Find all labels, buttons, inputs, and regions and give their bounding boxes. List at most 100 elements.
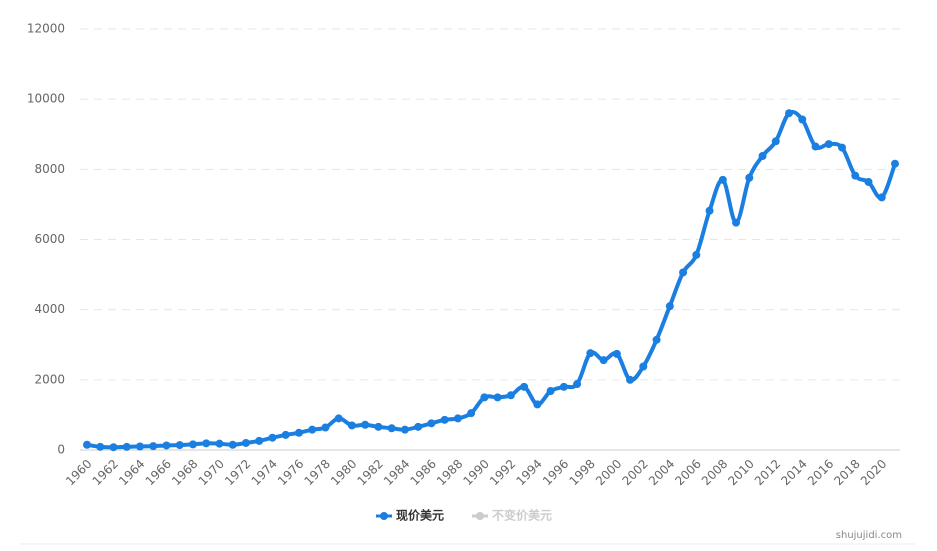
x-tick-label: 1988 [434,457,465,488]
x-tick-label: 1984 [381,457,412,488]
data-point [785,109,794,118]
x-tick-label: 1972 [222,457,253,488]
data-point [374,422,383,431]
data-point [321,423,330,432]
data-point [639,362,648,371]
data-point [692,250,701,259]
x-tick-label: 2006 [672,457,703,488]
x-tick-label: 2010 [725,457,756,488]
data-point [83,440,91,449]
x-tick-label: 1966 [143,457,174,488]
data-point [586,349,595,358]
x-tick-label: 1996 [540,457,571,488]
data-point [228,440,237,449]
data-point [559,382,568,391]
data-point [824,140,833,149]
data-point [241,438,250,447]
data-point [188,440,197,449]
x-tick-label: 2018 [831,457,862,488]
data-point [546,387,555,396]
legend-marker [380,512,388,520]
data-point [732,218,741,227]
legend-marker [476,512,484,520]
data-point [414,422,423,431]
y-tick-label: 10000 [27,92,65,106]
data-point [96,442,105,451]
data-point [506,391,515,400]
data-point [612,349,621,358]
data-point [877,193,886,202]
x-tick-label: 1990 [460,457,491,488]
data-point [864,177,873,186]
legend-item[interactable]: 现价美元 [376,508,444,523]
x-tick-label: 1992 [487,457,518,488]
data-point [718,175,727,184]
data-point [798,115,807,124]
x-tick-label: 2012 [752,457,783,488]
x-tick-label: 1968 [169,457,200,488]
data-point [122,442,131,451]
data-point [520,382,529,391]
x-tick-label: 1982 [355,457,386,488]
data-point [215,439,224,448]
x-tick-label: 2014 [778,457,809,488]
data-point [467,409,476,418]
data-point [758,152,767,161]
data-point [149,442,158,451]
data-point [361,420,370,429]
y-tick-label: 8000 [34,162,65,176]
data-point [480,393,489,402]
data-point [679,268,688,277]
legend-item[interactable]: 不变价美元 [472,508,552,523]
x-tick-label: 1974 [249,457,280,488]
data-point [281,430,290,439]
x-tick-label: 1970 [196,457,227,488]
data-point [294,428,303,437]
x-tick-label: 2020 [858,457,889,488]
data-point [440,415,449,424]
x-tick-label: 1964 [116,457,147,488]
y-tick-label: 6000 [34,232,65,246]
data-point [573,380,582,389]
data-point [838,143,847,152]
data-point [771,137,780,146]
data-point [387,424,396,433]
data-point [135,442,144,451]
x-tick-label: 2004 [646,457,677,488]
x-tick-label: 2008 [699,457,730,488]
x-tick-label: 2000 [593,457,624,488]
x-tick-label: 2002 [619,457,650,488]
x-tick-label: 1986 [407,457,438,488]
x-tick-label: 2016 [805,457,836,488]
data-point [453,414,462,423]
x-tick-label: 1962 [90,457,121,488]
data-point [175,441,184,450]
x-tick-label: 1976 [275,457,306,488]
data-point [626,375,635,384]
data-point [347,421,356,430]
data-point [268,433,277,442]
x-tick-label: 1994 [513,457,544,488]
data-point [851,171,860,180]
x-tick-label: 1980 [328,457,359,488]
data-point [255,436,264,445]
data-point [811,142,820,151]
data-point [202,439,211,448]
data-point [109,443,118,452]
legend-label: 现价美元 [396,508,444,523]
data-point [334,414,343,423]
data-point [705,206,714,215]
data-point [400,425,409,434]
data-point [533,400,542,409]
x-tick-label: 1998 [566,457,597,488]
data-point [162,441,171,450]
series-line [86,109,897,450]
legend-label: 不变价美元 [492,508,552,523]
data-point [652,335,661,344]
data-point [665,302,674,311]
data-point [891,159,899,168]
y-tick-label: 12000 [27,22,65,36]
data-point [308,425,317,434]
y-tick-label: 0 [57,443,65,457]
